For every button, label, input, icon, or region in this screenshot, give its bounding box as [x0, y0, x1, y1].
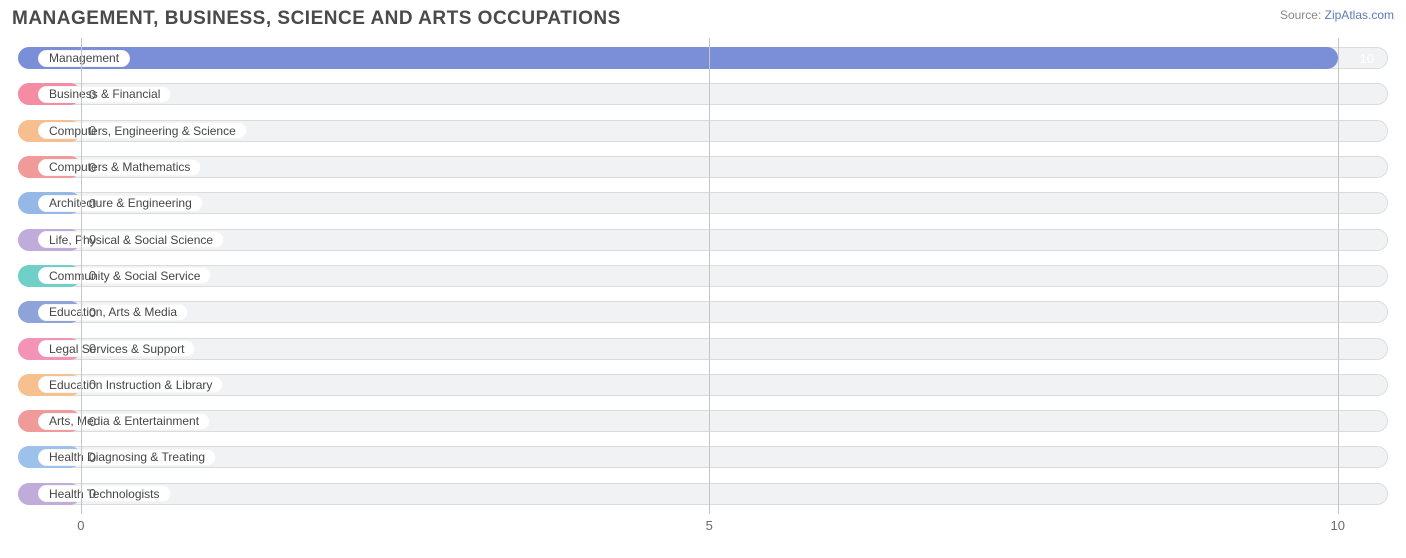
- bar-row: Computers, Engineering & Science0: [12, 117, 1394, 145]
- category-label: Arts, Media & Entertainment: [38, 413, 210, 430]
- bar-row: Management 10: [12, 44, 1394, 72]
- value-label: 0: [89, 480, 96, 508]
- category-label: Education Instruction & Library: [38, 376, 223, 393]
- bar-track: [18, 338, 1388, 360]
- value-label: 0: [89, 407, 96, 435]
- bar-row: Arts, Media & Entertainment0: [12, 407, 1394, 435]
- bar-rows: Management10Business & Financial0Compute…: [12, 38, 1394, 514]
- category-label: Community & Social Service: [38, 267, 211, 284]
- category-label: Health Diagnosing & Treating: [38, 449, 216, 466]
- bar-track: [18, 374, 1388, 396]
- bar-track: [18, 483, 1388, 505]
- value-label: 0: [89, 443, 96, 471]
- value-label: 0: [89, 117, 96, 145]
- bar-track: [18, 265, 1388, 287]
- category-label: Computers, Engineering & Science: [38, 122, 247, 139]
- value-label: 0: [89, 153, 96, 181]
- bar-track: [18, 410, 1388, 432]
- category-label: Life, Physical & Social Science: [38, 231, 224, 248]
- value-label: 10: [1360, 44, 1374, 72]
- x-tick-label: 0: [77, 518, 84, 533]
- value-label: 0: [89, 262, 96, 290]
- bar-track: [18, 446, 1388, 468]
- bar-track: [18, 156, 1388, 178]
- bar-row: Education Instruction & Library0: [12, 371, 1394, 399]
- bar-row: Computers & Mathematics0: [12, 153, 1394, 181]
- bar-row: Business & Financial0: [12, 80, 1394, 108]
- category-label: Health Technologists: [38, 485, 171, 502]
- category-label: Computers & Mathematics: [38, 159, 201, 176]
- category-label: Management: [38, 50, 130, 67]
- bar-row: Education, Arts & Media0: [12, 298, 1394, 326]
- bar-row: Architecture & Engineering0: [12, 189, 1394, 217]
- gridline: [709, 38, 710, 514]
- gridline: [81, 38, 82, 514]
- source-link[interactable]: ZipAtlas.com: [1325, 8, 1394, 22]
- bar-row: Community & Social Service0: [12, 262, 1394, 290]
- category-label: Education, Arts & Media: [38, 304, 188, 321]
- x-axis: 0 5 10: [12, 516, 1394, 538]
- value-label: 0: [89, 80, 96, 108]
- category-label: Business & Financial: [38, 86, 171, 103]
- bar-track: [18, 192, 1388, 214]
- bar-row: Legal Services & Support0: [12, 335, 1394, 363]
- bar-track: [18, 83, 1388, 105]
- source-prefix: Source:: [1280, 8, 1325, 22]
- chart-area: Management10Business & Financial0Compute…: [12, 38, 1394, 538]
- x-tick-label: 5: [706, 518, 713, 533]
- category-label: Architecture & Engineering: [38, 195, 203, 212]
- chart-title: MANAGEMENT, BUSINESS, SCIENCE AND ARTS O…: [12, 8, 621, 30]
- value-label: 0: [89, 335, 96, 363]
- category-label: Legal Services & Support: [38, 340, 195, 357]
- chart-header: MANAGEMENT, BUSINESS, SCIENCE AND ARTS O…: [12, 8, 1394, 34]
- value-label: 0: [89, 298, 96, 326]
- value-label: 0: [89, 189, 96, 217]
- bar-fill: [18, 47, 1338, 69]
- bar-track: [18, 301, 1388, 323]
- gridline: [1338, 38, 1339, 514]
- bar-row: Health Diagnosing & Treating0: [12, 443, 1394, 471]
- x-tick-label: 10: [1330, 518, 1344, 533]
- bar-row: Life, Physical & Social Science0: [12, 226, 1394, 254]
- value-label: 0: [89, 371, 96, 399]
- chart-source: Source: ZipAtlas.com: [1280, 8, 1394, 22]
- plot-region: Management10Business & Financial0Compute…: [12, 38, 1394, 514]
- bar-row: Health Technologists0: [12, 480, 1394, 508]
- value-label: 0: [89, 226, 96, 254]
